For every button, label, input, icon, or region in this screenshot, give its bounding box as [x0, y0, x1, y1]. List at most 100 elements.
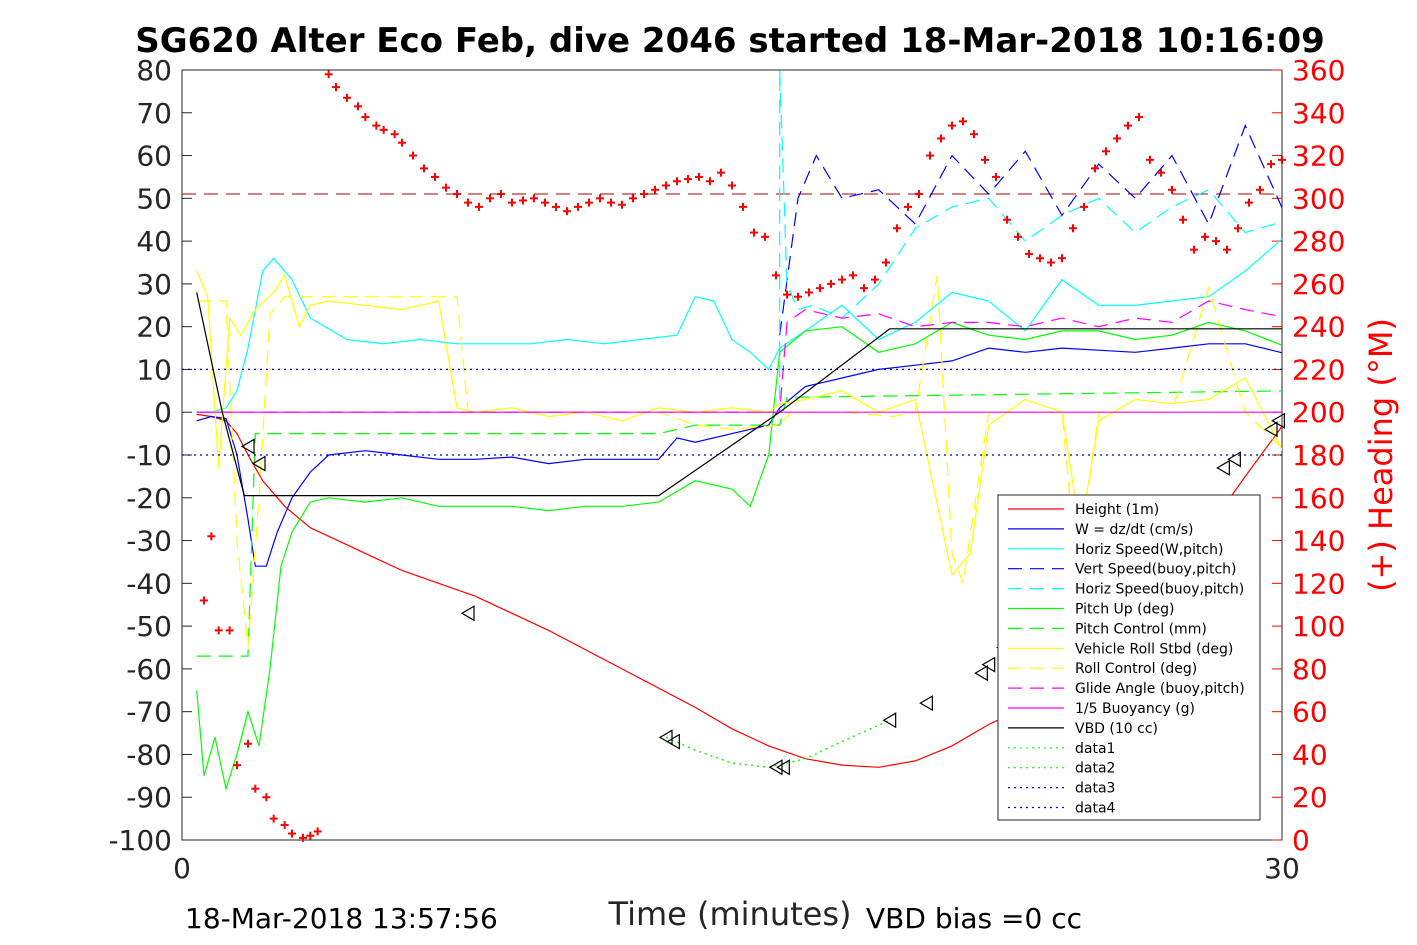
heading-point: [1223, 245, 1231, 254]
series-line: [779, 124, 1282, 336]
heading-point: [1047, 258, 1055, 267]
heading-point: [893, 224, 901, 233]
heading-point: [992, 172, 1000, 181]
y-right-tick-label: 340: [1292, 97, 1345, 130]
heading-point: [849, 271, 857, 280]
triangle-marker: [666, 733, 680, 750]
heading-point: [390, 130, 399, 139]
heading-point: [431, 172, 439, 181]
legend-label: Vehicle Roll Stbd (deg): [1075, 641, 1233, 657]
triangle-marker: [882, 712, 897, 729]
heading-point: [530, 194, 538, 203]
y-right-tick-label: 180: [1292, 439, 1345, 472]
heading-point: [959, 117, 967, 126]
y-right-tick-label: 320: [1292, 140, 1345, 173]
heading-point: [706, 177, 714, 186]
legend-label: Pitch Up (deg): [1075, 602, 1174, 618]
legend-label: 1/5 Buoyancy (g): [1075, 701, 1195, 717]
y-right-tick-label: 140: [1292, 525, 1345, 558]
triangle-marker: [1271, 412, 1285, 429]
heading-point: [871, 275, 879, 284]
y-tick-label: 10: [136, 353, 172, 386]
y-right-tick-label: 80: [1292, 653, 1328, 686]
heading-point: [354, 102, 362, 111]
y-tick-label: 70: [136, 97, 172, 130]
y-tick-label: 30: [136, 268, 172, 301]
heading-point: [251, 784, 260, 793]
heading-point: [629, 194, 637, 203]
y-right-tick-label: 200: [1292, 396, 1345, 429]
heading-point: [585, 198, 593, 207]
x-axis-ticks: 0 30: [173, 830, 1300, 885]
heading-point: [607, 198, 615, 207]
series-line: [196, 321, 1282, 792]
y-axis-ticks: 80 70 60 50 40 30 20 10 0 -10 -20 -30 -40 -50 -60 -70 -8…: [108, 54, 192, 857]
heading-point: [1069, 224, 1077, 233]
heading-point: [695, 172, 703, 181]
heading-point: [1256, 185, 1264, 194]
y-right-tick-label: 300: [1292, 182, 1345, 215]
heading-point: [1003, 215, 1011, 224]
legend-label: W = dz/dt (cm/s): [1075, 522, 1194, 538]
heading-point: [552, 202, 560, 211]
heading-point: [343, 93, 351, 102]
y-axis-right-label: (+) Heading (°M): [1362, 318, 1400, 592]
legend-label: VBD (10 cc): [1075, 721, 1158, 737]
heading-point: [1058, 254, 1066, 263]
y-right-tick-label: 60: [1292, 696, 1328, 729]
heading-point: [262, 793, 271, 802]
heading-point: [1278, 155, 1286, 164]
heading-point: [882, 258, 890, 267]
heading-point: [1113, 134, 1121, 143]
heading-point: [280, 821, 289, 830]
heading-point: [1157, 168, 1165, 177]
heading-point: [475, 202, 483, 211]
y-right-tick-label: 120: [1292, 567, 1345, 600]
x-tick-label: 0: [173, 852, 191, 885]
y-right-tick-label: 360: [1292, 54, 1345, 87]
heading-point: [1201, 232, 1209, 241]
heading-point: [640, 190, 648, 199]
heading-point: [673, 177, 681, 186]
heading-point: [750, 228, 758, 237]
series-line: [779, 70, 1282, 400]
heading-point: [508, 198, 516, 207]
triangle-marker: [460, 605, 475, 622]
legend-label: Roll Control (deg): [1075, 661, 1197, 677]
heading-point: [225, 626, 234, 635]
y-tick-label: -20: [126, 482, 172, 515]
heading-point: [214, 626, 223, 635]
heading-point: [860, 284, 868, 293]
triangle-marker: [768, 759, 783, 776]
heading-point: [1124, 121, 1132, 130]
heading-point: [1135, 113, 1143, 122]
y-tick-label: -30: [126, 525, 172, 558]
footer-timestamp: 18-Mar-2018 13:57:56: [185, 902, 498, 935]
heading-point: [772, 271, 780, 280]
heading-point: [739, 202, 747, 211]
heading-point: [207, 532, 216, 541]
heading-point: [794, 292, 802, 301]
y-right-tick-label: 220: [1292, 353, 1345, 386]
triangle-marker: [974, 665, 988, 682]
heading-point: [306, 831, 315, 840]
heading-point: [563, 207, 571, 216]
y-right-tick-label: 0: [1292, 824, 1310, 857]
heading-point: [420, 164, 428, 173]
heading-point: [904, 202, 912, 211]
heading-point: [1212, 237, 1220, 246]
chart-title: SG620 Alter Eco Feb, dive 2046 started 1…: [135, 21, 1325, 61]
legend-label: data2: [1075, 761, 1115, 777]
heading-point: [409, 151, 417, 160]
heading-point: [948, 121, 956, 130]
legend-label: data1: [1075, 741, 1115, 757]
y-right-tick-label: 20: [1292, 781, 1328, 814]
y-tick-label: -100: [108, 824, 172, 857]
legend-label: Vert Speed(buoy,pitch): [1075, 562, 1237, 578]
heading-point: [937, 134, 945, 143]
heading-point: [981, 155, 989, 164]
y-tick-label: -10: [126, 439, 172, 472]
heading-point: [1245, 198, 1253, 207]
heading-point: [372, 121, 381, 130]
